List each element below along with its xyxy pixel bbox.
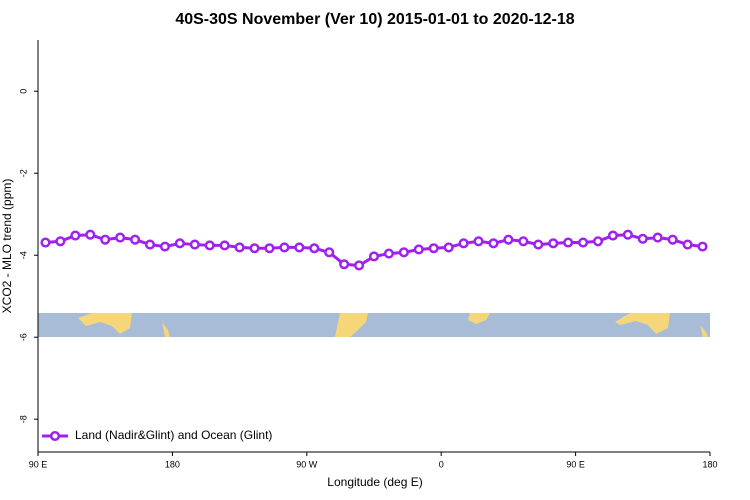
x-tick-label: 180 <box>165 459 180 469</box>
point <box>592 236 604 247</box>
point <box>682 239 693 250</box>
x-axis-label: Longitude (deg E) <box>327 475 422 489</box>
y-axis-label: XCO2 - MLO trend (ppm) <box>0 179 14 314</box>
point <box>354 260 365 271</box>
point <box>40 237 51 248</box>
point <box>443 242 454 253</box>
point <box>533 239 544 250</box>
point <box>667 234 678 245</box>
point <box>563 237 574 248</box>
y-tick-label: -6 <box>18 333 28 341</box>
y-tick-label: -8 <box>18 415 28 423</box>
x-tick-label: 90 W <box>296 459 318 469</box>
point <box>130 234 141 245</box>
point <box>622 229 633 240</box>
y-tick-label: -2 <box>18 169 28 177</box>
point <box>428 243 439 254</box>
point <box>488 238 499 249</box>
point <box>578 237 589 248</box>
point <box>324 247 335 258</box>
point <box>548 238 559 249</box>
point <box>473 236 484 247</box>
point <box>204 240 215 251</box>
point <box>100 234 111 245</box>
x-tick-label: 0 <box>439 459 444 469</box>
point <box>398 247 409 258</box>
point <box>55 236 66 247</box>
point <box>518 236 529 247</box>
point <box>294 242 305 253</box>
point <box>115 232 126 243</box>
point <box>458 238 469 249</box>
point <box>249 243 260 254</box>
point <box>697 241 708 252</box>
point <box>607 230 618 241</box>
point <box>264 243 275 254</box>
point <box>234 242 245 253</box>
x-tick-label: 90 E <box>566 459 585 469</box>
point <box>368 251 380 262</box>
point <box>279 242 290 253</box>
point <box>383 248 394 259</box>
point <box>503 234 514 245</box>
chart-title: 40S-30S November (Ver 10) 2015-01-01 to … <box>175 11 574 28</box>
point <box>85 229 96 240</box>
x-tick-label: 180 <box>702 459 717 469</box>
point <box>637 233 648 244</box>
legend-marker <box>49 430 61 442</box>
y-tick-label: -4 <box>18 251 28 259</box>
point <box>309 243 320 254</box>
point <box>413 244 424 255</box>
y-tick-label: 0 <box>18 89 28 94</box>
point <box>652 232 663 243</box>
point <box>339 259 350 270</box>
point <box>144 239 156 250</box>
point <box>189 239 200 250</box>
x-tick-label: 90 E <box>29 459 48 469</box>
point <box>159 241 170 252</box>
point <box>219 240 230 251</box>
point <box>174 238 185 249</box>
point <box>70 230 81 241</box>
legend-label: Land (Nadir&Glint) and Ocean (Glint) <box>75 428 272 442</box>
map-strip <box>38 313 710 337</box>
